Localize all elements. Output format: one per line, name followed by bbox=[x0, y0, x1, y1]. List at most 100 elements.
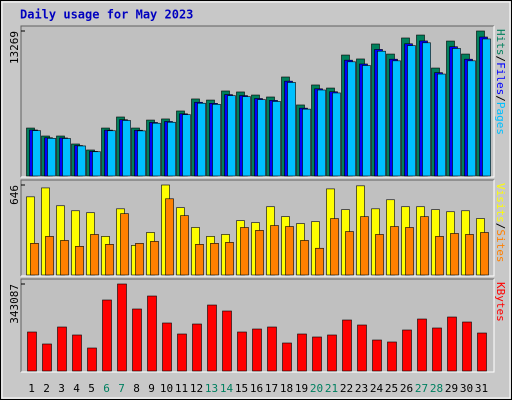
legend: Visits/Sites bbox=[494, 183, 507, 263]
y-tick-label: 646 bbox=[8, 185, 21, 205]
bar bbox=[180, 215, 189, 276]
bar bbox=[360, 216, 369, 276]
plot-bevel-light bbox=[21, 26, 495, 178]
bar bbox=[282, 342, 292, 372]
bar bbox=[285, 226, 294, 276]
bar bbox=[450, 233, 459, 276]
bar bbox=[165, 198, 174, 276]
bar bbox=[57, 326, 67, 372]
bar bbox=[45, 236, 54, 276]
bar bbox=[27, 331, 37, 372]
bar bbox=[107, 130, 116, 177]
bar bbox=[327, 334, 337, 372]
bar bbox=[30, 243, 39, 276]
x-tick-label: 15 bbox=[235, 382, 248, 395]
bar bbox=[242, 96, 251, 177]
bar bbox=[287, 82, 296, 177]
bar bbox=[447, 316, 457, 372]
bar bbox=[32, 130, 41, 177]
bar bbox=[392, 60, 401, 177]
plot-bevel-light bbox=[21, 279, 495, 373]
y-tick-label: 343087 bbox=[8, 284, 21, 324]
bar bbox=[270, 225, 279, 276]
bar bbox=[90, 234, 99, 276]
x-tick-label: 13 bbox=[205, 382, 218, 395]
bar bbox=[315, 247, 324, 276]
legend-separator: / bbox=[494, 223, 507, 230]
bar bbox=[482, 38, 491, 177]
bar bbox=[330, 218, 339, 276]
bar bbox=[345, 231, 354, 276]
x-tick-label: 11 bbox=[175, 382, 188, 395]
bar bbox=[182, 114, 191, 177]
x-tick-label: 16 bbox=[250, 382, 263, 395]
bar bbox=[437, 73, 446, 177]
bar bbox=[347, 61, 356, 177]
x-tick-label: 18 bbox=[280, 382, 293, 395]
bar bbox=[102, 299, 112, 372]
x-tick-label: 21 bbox=[325, 382, 338, 395]
x-tick-label: 30 bbox=[460, 382, 473, 395]
bar bbox=[225, 242, 234, 276]
bar bbox=[332, 92, 341, 177]
bar bbox=[47, 137, 56, 177]
bar bbox=[390, 226, 399, 276]
x-tick-label: 10 bbox=[160, 382, 173, 395]
bar bbox=[150, 241, 159, 276]
bar bbox=[105, 244, 114, 276]
plot-bevel-dark bbox=[20, 179, 494, 276]
bar bbox=[452, 48, 461, 177]
legend-entry: Files bbox=[494, 62, 507, 95]
bar bbox=[402, 329, 412, 372]
x-tick-label: 14 bbox=[220, 382, 234, 395]
bar bbox=[297, 333, 307, 372]
bar bbox=[477, 332, 487, 372]
legend-separator: / bbox=[494, 56, 507, 63]
bar bbox=[72, 334, 82, 372]
bar bbox=[152, 122, 161, 177]
bar bbox=[252, 328, 262, 372]
legend-entry: KBytes bbox=[494, 282, 507, 322]
bar bbox=[75, 246, 84, 276]
bar bbox=[135, 243, 144, 276]
x-tick-label: 20 bbox=[310, 382, 323, 395]
bar bbox=[405, 227, 414, 276]
bar bbox=[362, 65, 371, 177]
legend: Hits/Files/Pages bbox=[494, 29, 507, 135]
bar bbox=[117, 283, 127, 372]
bar bbox=[227, 95, 236, 177]
bar bbox=[192, 323, 202, 372]
legend-entry: Visits bbox=[494, 183, 507, 223]
bar bbox=[375, 234, 384, 276]
bar bbox=[240, 227, 249, 276]
bar bbox=[317, 89, 326, 177]
plot-bevel-dark bbox=[20, 25, 494, 177]
x-tick-label: 5 bbox=[88, 382, 95, 395]
bar bbox=[342, 319, 352, 372]
bar bbox=[132, 308, 142, 372]
bar bbox=[122, 120, 131, 177]
chart-title: Daily usage for May 2023 bbox=[20, 8, 193, 22]
x-tick-label: 19 bbox=[295, 382, 308, 395]
bar bbox=[435, 236, 444, 276]
bar bbox=[420, 216, 429, 276]
bar bbox=[222, 310, 232, 372]
bar bbox=[120, 213, 129, 276]
bar bbox=[465, 234, 474, 276]
bar bbox=[480, 232, 489, 276]
legend-entry: Sites bbox=[494, 229, 507, 262]
plot-bevel-dark bbox=[20, 278, 494, 372]
bar bbox=[267, 326, 277, 372]
legend-entry: Pages bbox=[494, 102, 507, 135]
x-tick-label: 3 bbox=[58, 382, 65, 395]
bar bbox=[212, 104, 221, 177]
bar bbox=[462, 321, 472, 372]
bar bbox=[137, 130, 146, 177]
bar bbox=[147, 295, 157, 372]
plot-bevel-light bbox=[21, 180, 495, 277]
bar bbox=[407, 45, 416, 177]
bar bbox=[177, 333, 187, 372]
x-tick-label: 9 bbox=[148, 382, 155, 395]
y-tick-label: 13269 bbox=[8, 31, 21, 64]
